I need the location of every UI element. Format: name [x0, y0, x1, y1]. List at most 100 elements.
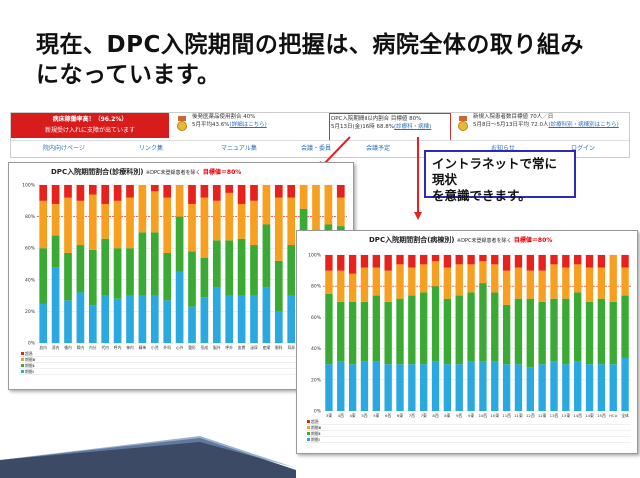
bar-segment [384, 364, 392, 411]
bar-segment [200, 197, 209, 258]
x-tick-label: 形成 [201, 345, 209, 350]
dept-chart-title-row: DPC入院期間割合(診療科別) ※DPC未登録患者を除く 目標値＝80% [51, 167, 241, 177]
y-tick-label: 40% [311, 346, 322, 352]
legend-label: 期間Ⅱ [311, 431, 321, 436]
nav-link[interactable]: マニュアル集 [221, 145, 257, 152]
bar-segment [360, 267, 369, 302]
bar-segment [526, 298, 534, 368]
bar-segment [64, 185, 72, 198]
ward-chart-title: DPC入院期間割合(病棟別) [369, 236, 455, 244]
bar-segment [287, 295, 296, 343]
legend-label: 超過 [25, 351, 33, 356]
kpi3-value: 5月8日～5月13日平均 72.0人 [473, 122, 549, 128]
nav-link[interactable]: 院内向けページ [43, 145, 85, 152]
x-tick-label: 呼外 [225, 345, 233, 350]
x-tick-label: 8西 [432, 413, 438, 418]
bar-segment [101, 238, 110, 296]
slide-headline: 現在、DPC入院期間の把握は、病院全体の取り組み になっています。 [36, 30, 626, 90]
bar-segment [408, 255, 416, 268]
bar-segment [200, 297, 209, 343]
bar-segment [336, 197, 345, 227]
x-tick-label: 小児 [151, 345, 159, 350]
bar-segment [76, 200, 85, 246]
intranet-nav: 院内向けページ リンク集 マニュアル集 会議・委員 会議予定 お知らせ ログイン [11, 140, 629, 154]
bar-segment [274, 311, 283, 343]
bar-segment [431, 261, 440, 287]
bar-segment [467, 361, 475, 411]
bar-segment [384, 301, 392, 365]
bar-segment [597, 364, 606, 411]
bar-segment [163, 185, 172, 198]
bar-segment [408, 295, 416, 365]
bar-segment [455, 255, 463, 265]
bar-segment [372, 295, 380, 362]
x-tick-label: 皮膚 [238, 345, 246, 350]
bar-segment [337, 301, 345, 362]
bar-segment [237, 203, 246, 239]
y-tick-label: 100% [308, 253, 322, 259]
bar-segment [76, 245, 85, 293]
dept-chart-target: 目標値＝80% [202, 169, 242, 176]
bar-segment [262, 287, 271, 343]
bar-segment [574, 361, 582, 411]
bar-segment [299, 185, 308, 209]
bar-segment [324, 185, 333, 225]
bar-segment [212, 240, 221, 288]
kpi1-link[interactable]: (詳細はこちら) [229, 122, 267, 128]
x-tick-label: 神内 [126, 345, 134, 350]
bar-segment [175, 185, 184, 217]
bar-segment [514, 267, 523, 299]
bar-segment [597, 298, 606, 365]
x-tick-label: 腎内 [77, 345, 85, 350]
bar-segment [538, 301, 546, 365]
bar-segment [64, 197, 72, 253]
x-tick-label: 心外 [176, 345, 184, 350]
bar-segment [360, 255, 369, 268]
legend-swatch [307, 438, 310, 441]
bar-segment [88, 305, 97, 343]
bar-segment [467, 292, 475, 362]
bar-segment [150, 191, 159, 233]
bar-segment [360, 301, 369, 362]
bar-segment [550, 298, 558, 362]
bar-segment [621, 255, 629, 268]
bar-segment [126, 185, 134, 198]
bar-segment [502, 255, 511, 271]
nav-link[interactable]: 会議予定 [366, 145, 391, 152]
bar-segment [443, 267, 452, 299]
bar-segment [39, 303, 48, 343]
x-tick-label: 耳鼻 [287, 345, 295, 350]
legend-label: 期間Ⅱ [25, 363, 35, 368]
bar-segment [274, 197, 283, 261]
legend-label: 期間Ⅲ [25, 357, 36, 362]
bar-segment [609, 364, 617, 411]
bar-segment [574, 255, 582, 265]
x-tick-label: 血内 [39, 345, 47, 350]
legend-label: 期間Ⅰ [311, 437, 320, 442]
bar-segment [163, 197, 172, 253]
kpi3-link[interactable]: (診療科別・病棟別はこちら) [548, 122, 619, 128]
nav-link[interactable]: お知らせ [491, 145, 515, 152]
bar-segment [325, 255, 333, 271]
nav-link[interactable]: リンク集 [139, 145, 164, 152]
bar-segment [574, 264, 582, 293]
bar-segment [550, 264, 558, 299]
kpi2-link[interactable]: (診療科・病棟) [394, 124, 432, 130]
bar-segment [337, 255, 345, 271]
bar-segment [420, 255, 428, 265]
bar-segment [51, 185, 60, 204]
nav-link[interactable]: ログイン [571, 145, 596, 152]
bar-segment [562, 267, 570, 299]
x-tick-label: 眼科 [275, 345, 283, 350]
bar-segment [64, 252, 72, 301]
bar-segment [101, 203, 110, 239]
bar-segment [467, 255, 475, 265]
bar-segment [274, 185, 283, 198]
nav-link[interactable]: 会議・委員 [301, 145, 332, 152]
bar-segment [550, 361, 558, 411]
x-tick-label: 11西 [502, 413, 511, 418]
x-tick-label: 9東 [468, 413, 474, 418]
bed-occupancy-alert[interactable]: 病床稼働率高！（96.2%） 新規受け入れに支障が出ています [11, 113, 169, 138]
bar-segment [163, 300, 172, 343]
x-tick-label: 5東 [373, 413, 379, 418]
